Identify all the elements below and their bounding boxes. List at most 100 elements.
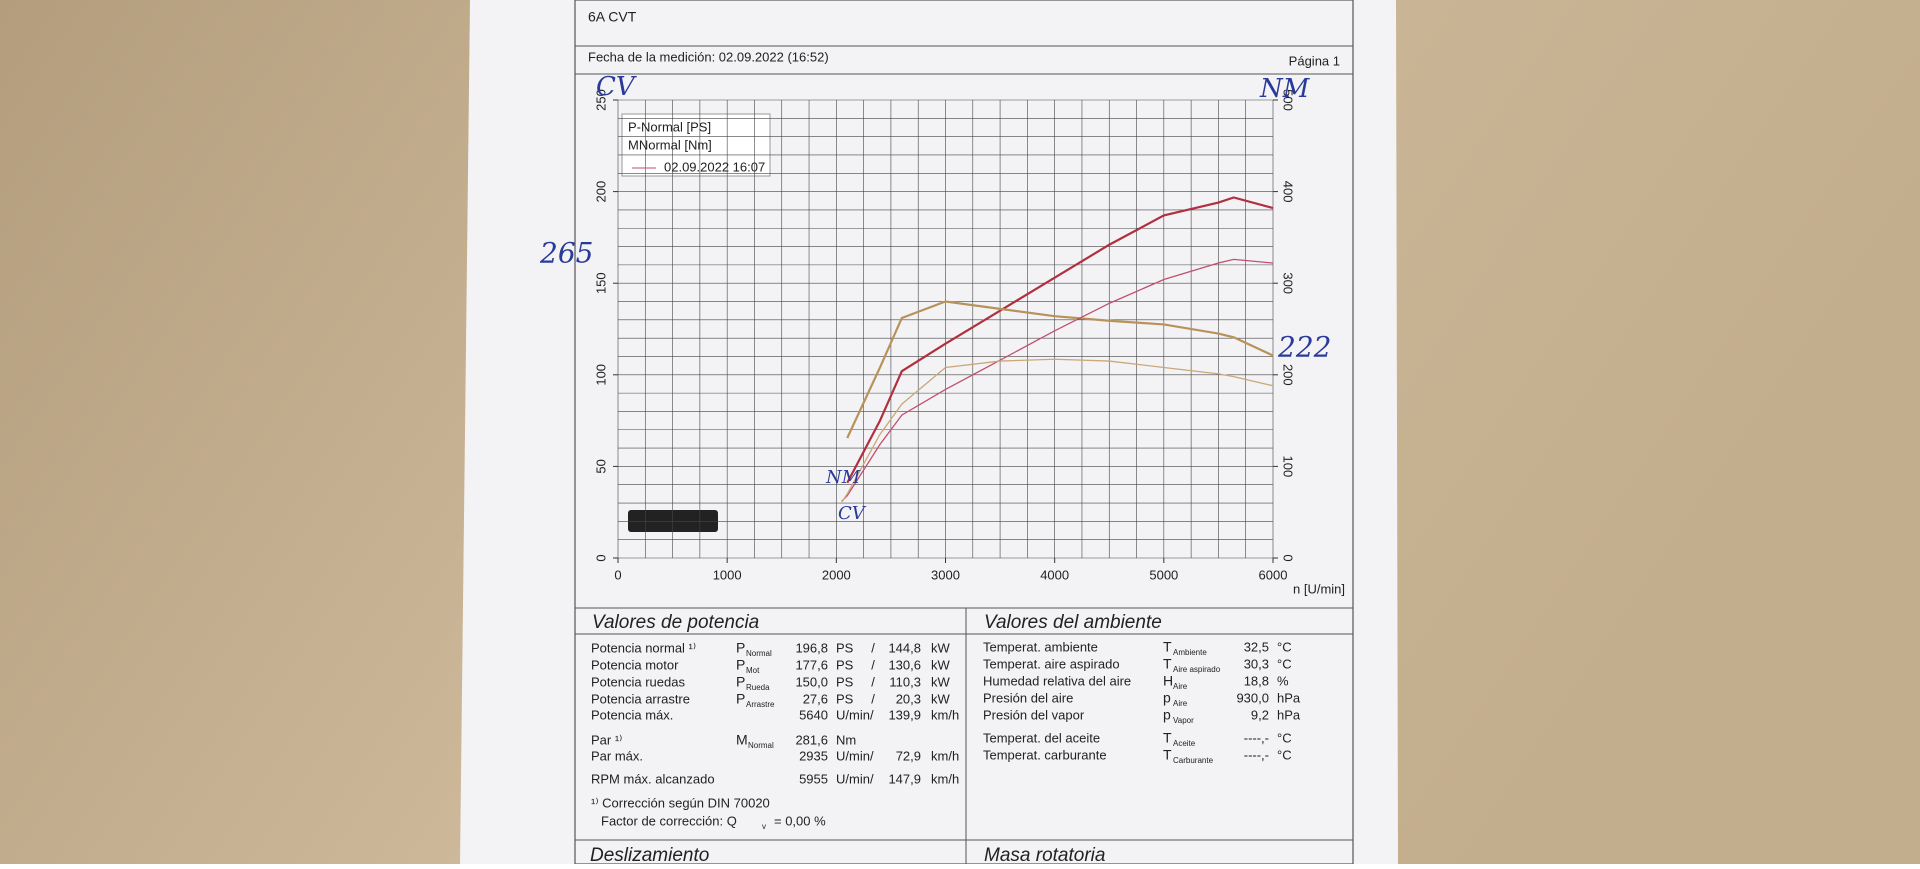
cell: 27,6	[803, 691, 828, 706]
cell: kW	[931, 674, 951, 689]
cell: Potencia ruedas	[591, 674, 685, 689]
y2-tick-label: 300	[1281, 272, 1296, 294]
x-axis-label: n [U/min]	[1293, 581, 1345, 596]
cell: U/min/	[836, 707, 874, 722]
x-tick-label: 4000	[1040, 567, 1069, 582]
x-tick-label: 3000	[931, 567, 960, 582]
cell: Presión del vapor	[983, 707, 1085, 722]
footnote: ¹⁾ Corrección según DIN 70020	[591, 795, 770, 810]
cell: 110,3	[889, 674, 921, 689]
cell: km/h	[931, 771, 959, 786]
legend-label: 02.09.2022 16:07	[664, 159, 765, 174]
cell: Aceite	[1173, 739, 1196, 748]
cell: PS	[836, 674, 854, 689]
y-tick-label: 100	[593, 364, 608, 386]
sheet-title: 6A CVT	[588, 9, 637, 25]
factor-value: = 0,00 %	[774, 813, 826, 828]
legend-label: MNormal [Nm]	[628, 137, 712, 152]
y2-tick-label: 500	[1281, 89, 1296, 111]
handwriting: CV	[596, 72, 637, 102]
cell: 147,9	[888, 771, 921, 786]
cell: T	[1163, 656, 1172, 672]
cell: km/h	[931, 707, 959, 722]
cell: P	[736, 691, 745, 707]
cell: P	[736, 657, 745, 673]
cell: /	[871, 674, 875, 689]
handwriting: 222	[1277, 331, 1331, 364]
page-number: Página 1	[1289, 53, 1340, 68]
y2-tick-label: 400	[1281, 181, 1296, 203]
cell: Potencia arrastre	[591, 691, 690, 706]
cell: 18,8	[1244, 673, 1269, 688]
cell: 5955	[799, 771, 828, 786]
cell: P	[736, 640, 745, 656]
section-title: Valores del ambiente	[984, 612, 1162, 633]
series-line	[841, 258, 1274, 502]
series-line	[846, 196, 1274, 484]
cell: Temperat. carburante	[983, 747, 1107, 762]
cell: 20,3	[896, 691, 921, 706]
y-tick-label: 200	[593, 181, 608, 203]
cell: 139,9	[888, 707, 921, 722]
cell: 130,6	[888, 657, 921, 672]
cell: 72,9	[896, 748, 921, 763]
cell: Par máx.	[591, 748, 643, 763]
handwriting: 265	[539, 237, 593, 270]
cell: p	[1163, 690, 1171, 706]
cell: 5640	[799, 707, 828, 722]
x-tick-label: 6000	[1259, 567, 1288, 582]
y-tick-label: 150	[593, 272, 608, 294]
y-tick-label: 0	[593, 554, 608, 561]
cell: 281,6	[795, 732, 828, 747]
cell: Ambiente	[1173, 648, 1207, 657]
logo	[628, 510, 718, 532]
y2-tick-label: 100	[1281, 456, 1296, 478]
x-tick-label: 2000	[822, 567, 851, 582]
x-tick-label: 0	[614, 567, 621, 582]
cell: /	[871, 657, 875, 672]
cell: /	[871, 640, 875, 655]
cell: PS	[836, 691, 854, 706]
series-line	[846, 300, 1274, 439]
cell: Arrastre	[746, 700, 775, 709]
cell: 9,2	[1251, 707, 1269, 722]
cell: hPa	[1277, 707, 1301, 722]
cell: Carburante	[1173, 756, 1214, 765]
cell: kW	[931, 691, 951, 706]
cell: P	[736, 674, 745, 690]
cell: Normal	[746, 649, 772, 658]
cell: Aire	[1173, 699, 1188, 708]
cell: Temperat. del aceite	[983, 730, 1100, 745]
cell: M	[736, 732, 748, 748]
cell: °C	[1277, 730, 1292, 745]
cell: °C	[1277, 639, 1292, 654]
cell: Temperat. ambiente	[983, 639, 1098, 654]
cell: U/min/	[836, 771, 874, 786]
factor: Factor de corrección: Q	[601, 813, 737, 828]
x-tick-label: 5000	[1149, 567, 1178, 582]
cell: 150,0	[795, 674, 828, 689]
cell: PS	[836, 640, 854, 655]
cell: Potencia normal ¹⁾	[591, 640, 696, 655]
date: Fecha de la medición: 02.09.2022 (16:52)	[588, 49, 829, 64]
cell: Par ¹⁾	[591, 732, 622, 747]
cell: /	[871, 691, 875, 706]
cell: 144,8	[888, 640, 921, 655]
cell: 30,3	[1244, 656, 1269, 671]
cell: Rueda	[746, 683, 770, 692]
cell: T	[1163, 730, 1172, 746]
legend	[621, 113, 771, 177]
x-tick-label: 1000	[713, 567, 742, 582]
cell: ----,-	[1244, 747, 1269, 762]
cell: Temperat. aire aspirado	[983, 656, 1120, 671]
cell: Mot	[746, 666, 760, 675]
cell: °C	[1277, 656, 1292, 671]
cell: %	[1277, 673, 1289, 688]
cell: p	[1163, 707, 1171, 723]
cell: 196,8	[795, 640, 828, 655]
cell: T	[1163, 747, 1172, 763]
cell: Potencia motor	[591, 657, 679, 672]
cell: Nm	[836, 732, 856, 747]
cell: PS	[836, 657, 854, 672]
